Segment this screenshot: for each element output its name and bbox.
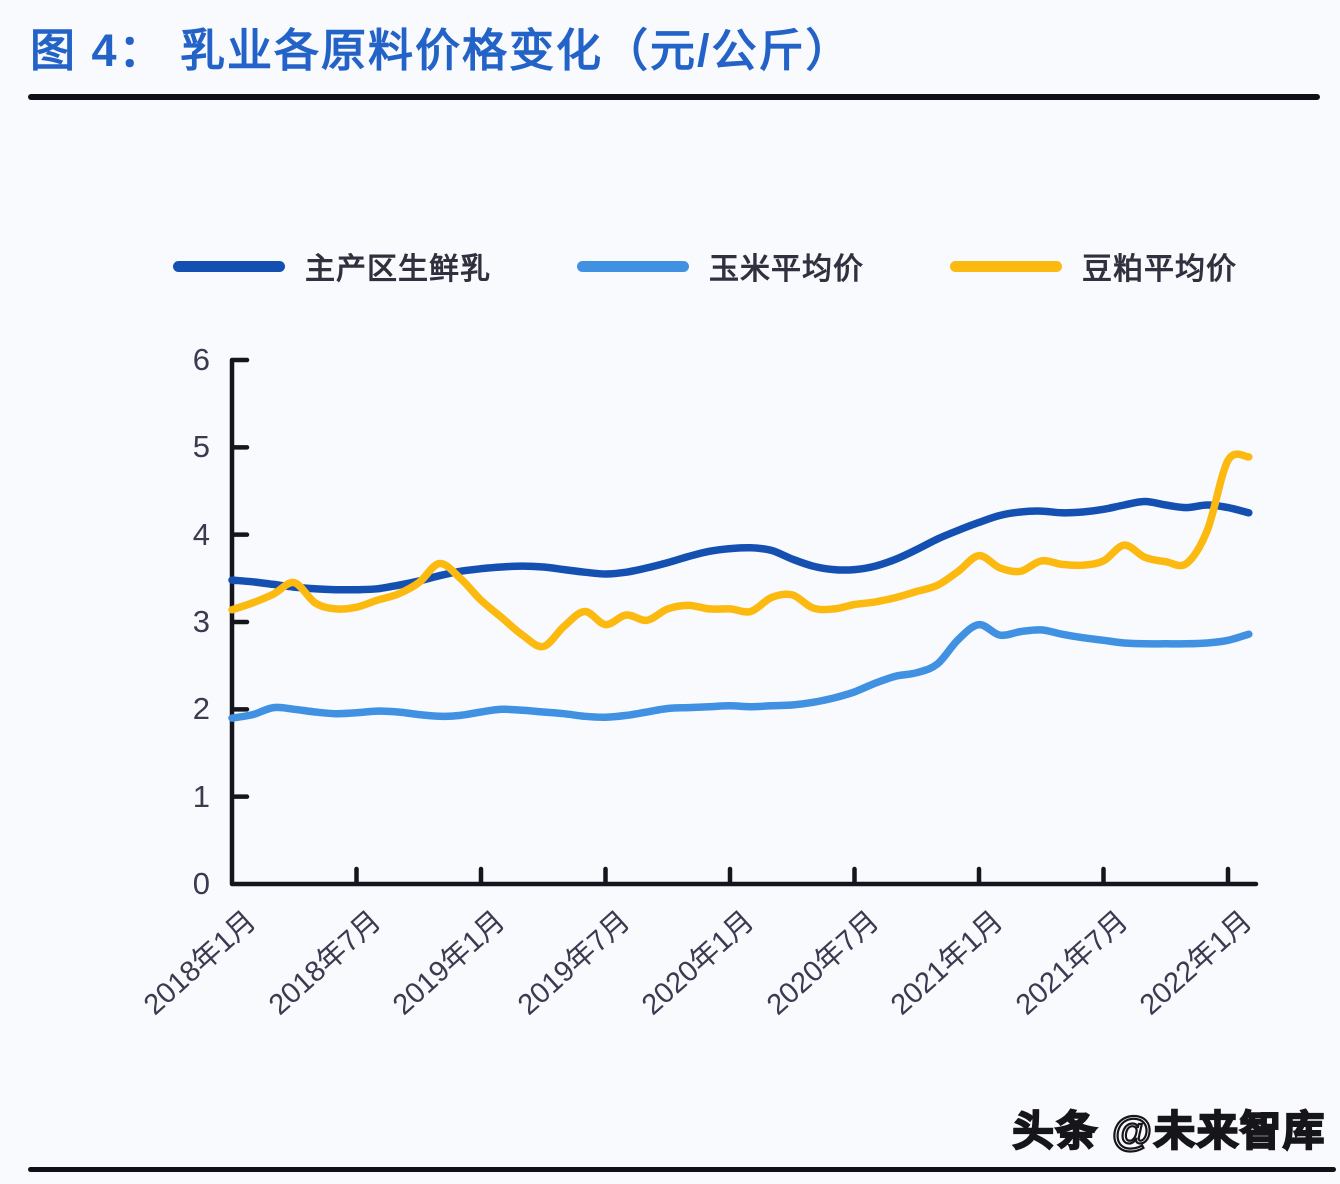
- legend-item-3: 豆粕平均价: [950, 244, 1237, 288]
- chart-legend: 主产区生鲜乳 玉米平均价 豆粕平均价: [0, 244, 1340, 288]
- series-line-2: [228, 620, 1253, 722]
- series-line-1: [228, 497, 1253, 594]
- bottom-rule: [28, 1167, 1336, 1172]
- watermark: 头条 @未来智库: [1012, 1107, 1326, 1155]
- legend-swatch-icon: [577, 260, 689, 272]
- series-line-3: [228, 450, 1253, 651]
- y-tick-label-3: 3: [192, 604, 210, 639]
- y-tick-label-6: 6: [192, 342, 210, 377]
- legend-item-2: 玉米平均价: [577, 244, 864, 288]
- title-underline: [28, 94, 1320, 100]
- axis-frame: [229, 357, 1259, 887]
- y-tick-label-1: 1: [192, 778, 210, 814]
- legend-label: 玉米平均价: [709, 253, 864, 286]
- legend-item-1: 主产区生鲜乳: [173, 244, 491, 288]
- legend-swatch-icon: [173, 260, 285, 272]
- y-tick-label-0: 0: [192, 866, 210, 901]
- legend-label: 主产区生鲜乳: [305, 253, 491, 286]
- y-tick-label-5: 5: [192, 429, 210, 465]
- y-tick-label-4: 4: [192, 516, 210, 552]
- legend-swatch-icon: [950, 260, 1062, 272]
- legend-label: 豆粕平均价: [1082, 253, 1237, 286]
- page-title: 图 4： 乳业各原料价格变化（元/公斤）: [30, 25, 853, 76]
- y-tick-label-2: 2: [192, 691, 210, 727]
